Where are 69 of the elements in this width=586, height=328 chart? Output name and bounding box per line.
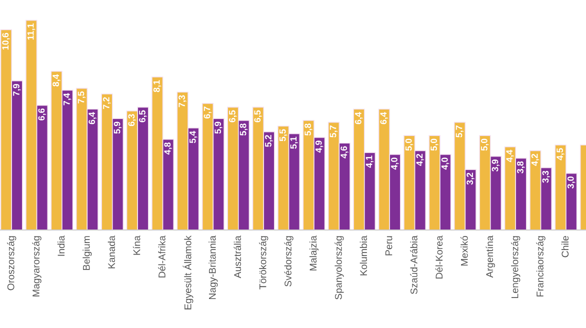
data-label: 4,4	[506, 150, 514, 162]
data-label: 4,6	[340, 146, 348, 158]
x-tick-label: Magyarország	[32, 236, 42, 296]
x-tick-label: Nagy-Britannia	[208, 236, 218, 300]
data-label: 6,4	[380, 112, 388, 124]
data-label: 5,0	[430, 138, 438, 151]
x-tick-label: Törökország	[259, 236, 268, 290]
data-label: 6,5	[229, 110, 237, 122]
x-tick-label: Szaúd-Arábia	[410, 236, 418, 294]
data-label: 5,9	[114, 122, 122, 134]
data-label: 8,1	[153, 80, 162, 92]
x-tick-label: India	[57, 236, 65, 256]
data-label: 5,0	[405, 138, 414, 151]
data-label: 6,7	[204, 106, 212, 118]
x-tick-label: Franciaország	[536, 236, 546, 296]
data-label: 5,8	[240, 124, 248, 136]
data-label: 5,5	[280, 129, 288, 142]
x-tick-label: Dél-Afrika	[158, 236, 166, 278]
x-tick-label: Lengyelország	[511, 236, 520, 298]
x-tick-label: Mexikó	[460, 236, 468, 266]
x-tick-label: Dél-Korea	[435, 236, 443, 279]
x-tick-label: Belgium	[82, 236, 92, 270]
data-label: 4,8	[164, 142, 172, 155]
data-label: 8,4	[52, 74, 60, 86]
data-label: 7,2	[103, 97, 111, 109]
data-label: 10,6	[2, 32, 10, 50]
data-label: 3,0	[567, 176, 576, 189]
data-label: 4,5	[556, 148, 564, 160]
x-tick-label: Chile	[561, 236, 569, 258]
data-label: 5,1	[290, 136, 298, 149]
data-label: 5,7	[330, 126, 338, 138]
data-label: 6,5	[139, 110, 147, 122]
x-tick-label: Spanyolország	[334, 236, 344, 300]
x-tick-label: Argentína	[486, 236, 495, 278]
x-tick-label: Malajzia	[309, 236, 319, 270]
data-label: 5,8	[304, 124, 312, 136]
data-label: 7,5	[78, 91, 86, 104]
data-label: 5,9	[214, 122, 222, 134]
data-label: 6,4	[88, 112, 96, 124]
data-label: 4,1	[366, 156, 374, 168]
data-label: 6,4	[355, 112, 363, 124]
x-tick-label: Peru	[385, 236, 392, 256]
data-label: 7,9	[13, 84, 21, 96]
data-label: 6,6	[38, 108, 46, 120]
data-label: 3,2	[466, 172, 474, 185]
data-label: 4,2	[531, 154, 540, 166]
data-label: 4,9	[315, 140, 324, 153]
data-label: 4,2	[416, 154, 424, 166]
data-label: 5,2	[265, 134, 273, 147]
x-tick-label: Ausztrália	[234, 236, 241, 278]
data-label: 3,9	[492, 159, 500, 172]
data-label: 6,5	[254, 110, 262, 122]
data-label: 5,4	[190, 130, 198, 144]
data-label: 4,0	[391, 158, 399, 170]
x-tick-label: Kína	[132, 236, 140, 255]
data-label: 5,0	[481, 138, 489, 151]
data-label: 4,0	[441, 158, 450, 170]
data-label: 7,3	[178, 95, 186, 108]
data-label: 5,7	[456, 126, 464, 138]
x-tick-label: Egyesült Államok	[182, 236, 194, 310]
data-label: 7,4	[64, 93, 72, 106]
data-label: 3,3	[542, 170, 550, 183]
x-tick-label: Oroszország	[7, 236, 16, 290]
data-label: 11,1	[28, 23, 36, 40]
data-label: 3,8	[517, 161, 525, 174]
x-tick-label: Svédország	[284, 236, 294, 286]
x-tick-label: Kolumbia	[360, 236, 367, 276]
data-label: 6,3	[128, 114, 136, 126]
x-tick-label: Kanada	[108, 236, 115, 268]
